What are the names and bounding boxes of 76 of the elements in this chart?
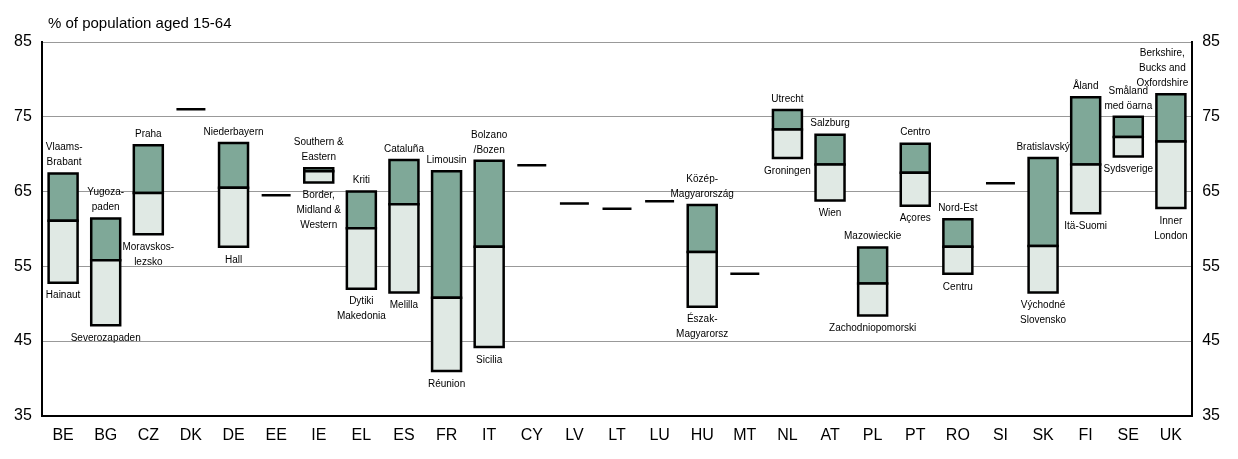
annotation: Kriti bbox=[352, 174, 370, 186]
y-tick-label: 55 bbox=[14, 256, 32, 274]
annotation: Utrecht bbox=[771, 92, 804, 104]
annotation: Groningen bbox=[764, 164, 811, 176]
x-tick-label: IT bbox=[482, 425, 497, 443]
y-axis-title: % of population aged 15-64 bbox=[48, 14, 232, 31]
annotation: Vlaams- Brabant bbox=[45, 141, 83, 168]
x-tick-label: RO bbox=[945, 425, 970, 443]
annotation: Moravskos- lezsko bbox=[122, 240, 175, 267]
x-tick-label: DK bbox=[179, 425, 203, 443]
x-tick-label: LV bbox=[565, 425, 584, 443]
y2-tick-label: 35 bbox=[1202, 406, 1221, 424]
x-tick-label: FI bbox=[1078, 425, 1093, 443]
annotation: Severozapaden bbox=[70, 332, 141, 344]
x-tick-label: FR bbox=[435, 425, 458, 443]
x-tick-label: LT bbox=[608, 425, 626, 443]
x-tick-label: BG bbox=[94, 425, 118, 443]
annotation: Dytiki Makedonia bbox=[336, 295, 387, 322]
y-tick-label: 75 bbox=[14, 107, 32, 125]
annotation: Yugoza- paden bbox=[87, 186, 125, 213]
annotation: Bratislavský bbox=[1016, 140, 1070, 152]
annotation: Itä-Suomi bbox=[1064, 219, 1108, 231]
x-tick-label: SI bbox=[992, 425, 1009, 443]
x-tick-label: UK bbox=[1159, 425, 1183, 443]
annotation: Sydsverige bbox=[1103, 163, 1154, 175]
annotation: Hainaut bbox=[45, 289, 81, 301]
annotation: Åland bbox=[1072, 79, 1099, 92]
x-tick-label: EE bbox=[265, 425, 287, 443]
x-tick-label: PL bbox=[862, 425, 883, 443]
annotation: Východné Slovensko bbox=[1020, 299, 1067, 326]
annotation: Bolzano /Bozen bbox=[471, 128, 508, 155]
annotation: Praha bbox=[134, 127, 163, 139]
annotation: Nord-Est bbox=[938, 201, 978, 213]
annotation: Mazowieckie bbox=[844, 230, 902, 242]
x-tick-label: NL bbox=[777, 425, 798, 443]
x-tick-label: DE bbox=[222, 425, 245, 443]
y2-tick-label: 45 bbox=[1202, 331, 1221, 349]
annotation: Wien bbox=[818, 207, 842, 219]
annotation: Centro bbox=[900, 126, 931, 138]
annotation: Hall bbox=[224, 253, 243, 265]
annotation: Niederbayern bbox=[203, 125, 264, 137]
annotation: Inner London bbox=[1154, 214, 1188, 241]
annotation: Sicilia bbox=[476, 353, 503, 365]
x-tick-label: EL bbox=[351, 425, 372, 443]
x-tick-label: IE bbox=[311, 425, 327, 443]
x-tick-label: LU bbox=[649, 425, 670, 443]
x-tick-label: ES bbox=[393, 425, 415, 443]
annotation: Centru bbox=[942, 280, 973, 292]
x-tick-label: CY bbox=[520, 425, 544, 443]
x-tick-label: PT bbox=[905, 425, 926, 443]
annotation: Limousin bbox=[426, 154, 467, 166]
y-tick-label: 35 bbox=[14, 406, 32, 424]
annotation: Zachodniopomorski bbox=[829, 322, 917, 334]
y2-tick-label: 75 bbox=[1202, 107, 1221, 125]
x-tick-label: SK bbox=[1032, 425, 1055, 443]
annotation: Southern & Eastern bbox=[293, 136, 345, 163]
x-tick-label: BE bbox=[52, 425, 74, 443]
annotation: Melilla bbox=[389, 299, 419, 311]
x-tick-label: AT bbox=[820, 425, 840, 443]
y-tick-label: 85 bbox=[14, 32, 32, 50]
annotation: Border, Midland & Western bbox=[296, 189, 342, 231]
x-tick-label: CZ bbox=[137, 425, 160, 443]
annotation: Salzburg bbox=[810, 117, 850, 129]
y2-tick-label: 85 bbox=[1202, 32, 1221, 50]
y2-tick-label: 55 bbox=[1202, 256, 1221, 274]
annotation: Açores bbox=[899, 212, 931, 224]
annotation: Észak- Magyarorsz bbox=[676, 312, 729, 340]
y-tick-label: 45 bbox=[14, 331, 32, 349]
annotation: Réunion bbox=[427, 377, 466, 389]
annotation: Közép- Magyarország bbox=[670, 172, 734, 199]
y2-tick-label: 65 bbox=[1202, 181, 1221, 199]
y-tick-label: 65 bbox=[14, 181, 32, 199]
x-tick-label: MT bbox=[733, 425, 757, 443]
annotation: Cataluña bbox=[383, 142, 425, 154]
x-tick-label: SE bbox=[1117, 425, 1139, 443]
x-tick-label: HU bbox=[690, 425, 714, 443]
